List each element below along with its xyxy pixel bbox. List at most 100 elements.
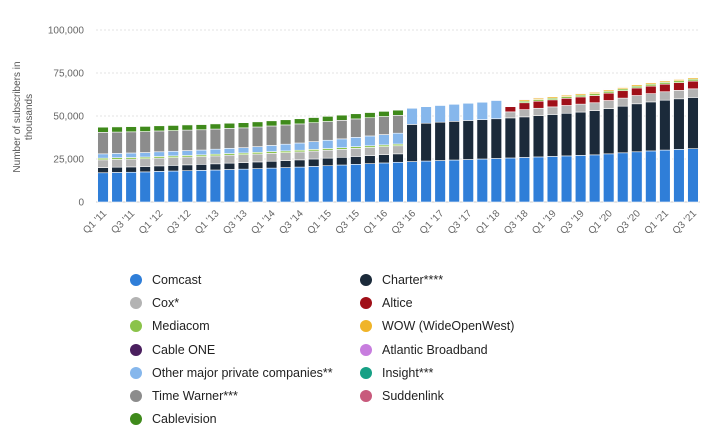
bar-charter-q2-17[interactable] bbox=[448, 121, 460, 161]
bar-charter-q2-15[interactable] bbox=[336, 156, 348, 166]
bar-cox-q1-21[interactable] bbox=[659, 91, 671, 101]
bar-comcast-q4-20[interactable] bbox=[645, 150, 657, 203]
bar-other-major-private-companies-q3-14[interactable] bbox=[294, 142, 306, 151]
bar-cox-q4-20[interactable] bbox=[645, 93, 657, 103]
bar-other-major-private-companies-q2-14[interactable] bbox=[279, 143, 292, 152]
bar-charter-q2-16[interactable] bbox=[392, 153, 404, 163]
bar-time-warner-q4-12[interactable] bbox=[195, 129, 207, 151]
bar-charter-q4-16[interactable] bbox=[420, 122, 432, 162]
bar-comcast-q3-19[interactable] bbox=[574, 155, 587, 203]
bar-charter-q1-15[interactable] bbox=[322, 157, 334, 167]
bar-cablevision-q4-14[interactable] bbox=[308, 117, 320, 124]
bar-charter-q2-19[interactable] bbox=[560, 112, 573, 157]
bar-other-major-private-companies-q1-12[interactable] bbox=[153, 151, 165, 157]
bar-time-warner-q1-13[interactable] bbox=[209, 128, 222, 150]
bar-time-warner-q1-12[interactable] bbox=[153, 130, 165, 153]
bar-time-warner-q1-11[interactable] bbox=[97, 132, 109, 155]
bar-comcast-q3-17[interactable] bbox=[462, 159, 474, 203]
bar-comcast-q4-15[interactable] bbox=[364, 163, 376, 203]
bar-cox-q4-15[interactable] bbox=[364, 147, 376, 156]
bar-other-major-private-companies-q1-18[interactable] bbox=[490, 100, 502, 120]
legend-item-cox[interactable]: Cox* bbox=[130, 295, 360, 311]
bar-other-major-private-companies-q1-14[interactable] bbox=[265, 145, 278, 152]
bar-cox-q3-12[interactable] bbox=[181, 156, 193, 166]
legend-item-charter[interactable]: Charter**** bbox=[360, 272, 570, 288]
bar-comcast-q2-14[interactable] bbox=[279, 167, 292, 203]
bar-cox-q2-13[interactable] bbox=[223, 154, 236, 164]
bar-comcast-q1-12[interactable] bbox=[153, 171, 165, 203]
bar-other-major-private-companies-q1-16[interactable] bbox=[378, 134, 390, 146]
bar-charter-q1-20[interactable] bbox=[603, 108, 615, 155]
bar-charter-q3-18[interactable] bbox=[518, 116, 531, 158]
bar-comcast-q3-21[interactable] bbox=[687, 148, 699, 203]
bar-cablevision-q1-14[interactable] bbox=[265, 120, 278, 127]
bar-atlantic-broadband-q1-20[interactable] bbox=[603, 88, 615, 90]
bar-cox-q3-11[interactable] bbox=[125, 158, 137, 168]
bar-other-major-private-companies-q4-16[interactable] bbox=[420, 106, 432, 124]
bar-comcast-q1-11[interactable] bbox=[97, 172, 109, 203]
bar-other-major-private-companies-q2-12[interactable] bbox=[167, 150, 179, 157]
bar-charter-q4-12[interactable] bbox=[195, 164, 207, 171]
bar-charter-q4-20[interactable] bbox=[645, 101, 657, 152]
bar-other-major-private-companies-q2-17[interactable] bbox=[448, 104, 460, 122]
bar-cox-q1-12[interactable] bbox=[153, 157, 165, 167]
bar-comcast-q1-17[interactable] bbox=[434, 160, 446, 203]
bar-other-major-private-companies-q4-15[interactable] bbox=[364, 135, 376, 147]
bar-comcast-q2-11[interactable] bbox=[111, 172, 123, 203]
bar-charter-q1-18[interactable] bbox=[490, 118, 502, 159]
bar-time-warner-q4-15[interactable] bbox=[364, 117, 376, 137]
bar-comcast-q4-14[interactable] bbox=[308, 166, 320, 203]
bar-cox-q2-15[interactable] bbox=[336, 149, 348, 158]
bar-cablevision-q3-14[interactable] bbox=[294, 118, 306, 125]
bar-comcast-q1-19[interactable] bbox=[546, 156, 559, 203]
bar-cablevision-q4-15[interactable] bbox=[364, 112, 376, 119]
bar-cablevision-q1-15[interactable] bbox=[322, 116, 334, 122]
bar-comcast-q3-14[interactable] bbox=[294, 166, 306, 203]
bar-altice-q2-19[interactable] bbox=[560, 97, 573, 106]
legend-item-suddenlink[interactable]: Suddenlink bbox=[360, 388, 570, 404]
bar-charter-q4-19[interactable] bbox=[589, 110, 601, 156]
bar-other-major-private-companies-q1-11[interactable] bbox=[97, 153, 109, 159]
bar-atlantic-broadband-q4-19[interactable] bbox=[589, 90, 601, 93]
bar-altice-q3-18[interactable] bbox=[518, 102, 531, 110]
bar-comcast-q1-18[interactable] bbox=[490, 158, 502, 203]
bar-atlantic-broadband-q1-19[interactable] bbox=[546, 95, 559, 97]
bar-cox-q2-21[interactable] bbox=[673, 90, 685, 100]
bar-charter-q2-11[interactable] bbox=[111, 166, 123, 173]
bar-cox-q1-20[interactable] bbox=[603, 100, 615, 109]
bar-other-major-private-companies-q3-15[interactable] bbox=[350, 137, 362, 147]
bar-altice-q3-19[interactable] bbox=[574, 96, 587, 105]
bar-comcast-q4-19[interactable] bbox=[589, 154, 601, 203]
bar-charter-q3-14[interactable] bbox=[294, 159, 306, 168]
bar-charter-q3-21[interactable] bbox=[687, 97, 699, 149]
bar-atlantic-broadband-q2-19[interactable] bbox=[560, 93, 573, 95]
legend-item-wow-wideopenwest[interactable]: WOW (WideOpenWest) bbox=[360, 318, 570, 334]
bar-comcast-q2-18[interactable] bbox=[504, 157, 517, 203]
bar-atlantic-broadband-q4-18[interactable] bbox=[532, 96, 545, 98]
bar-cox-q2-12[interactable] bbox=[167, 157, 179, 166]
bar-cablevision-q4-11[interactable] bbox=[139, 126, 151, 132]
bar-comcast-q3-18[interactable] bbox=[518, 157, 531, 203]
bar-cox-q2-19[interactable] bbox=[560, 105, 573, 114]
bar-charter-q3-17[interactable] bbox=[462, 120, 474, 160]
legend-item-cable-one[interactable]: Cable ONE bbox=[130, 342, 360, 358]
bar-cablevision-q3-13[interactable] bbox=[237, 122, 250, 129]
bar-charter-q4-14[interactable] bbox=[308, 158, 320, 167]
bar-time-warner-q2-13[interactable] bbox=[223, 128, 236, 149]
legend-item-altice[interactable]: Altice bbox=[360, 295, 570, 311]
bar-cablevision-q3-15[interactable] bbox=[350, 113, 362, 120]
bar-altice-q2-21[interactable] bbox=[673, 82, 685, 91]
bar-cox-q4-14[interactable] bbox=[308, 150, 320, 160]
bar-comcast-q2-21[interactable] bbox=[673, 149, 685, 203]
bar-comcast-q2-16[interactable] bbox=[392, 161, 404, 203]
bar-cablevision-q2-15[interactable] bbox=[336, 114, 348, 121]
bar-comcast-q1-20[interactable] bbox=[603, 153, 615, 203]
bar-charter-q1-13[interactable] bbox=[209, 163, 222, 171]
bar-other-major-private-companies-q2-13[interactable] bbox=[223, 148, 236, 154]
bar-atlantic-broadband-q2-20[interactable] bbox=[617, 86, 629, 88]
bar-altice-q1-20[interactable] bbox=[603, 92, 615, 101]
bar-cox-q1-15[interactable] bbox=[322, 149, 334, 159]
bar-charter-q3-12[interactable] bbox=[181, 164, 193, 172]
bar-cablevision-q2-11[interactable] bbox=[111, 126, 123, 133]
bar-cox-q3-15[interactable] bbox=[350, 148, 362, 157]
